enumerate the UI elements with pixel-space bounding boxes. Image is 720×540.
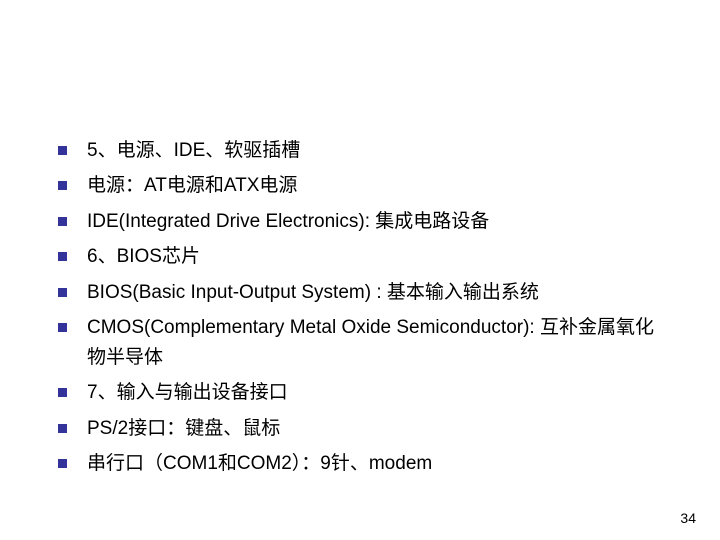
list-item: CMOS(Complementary Metal Oxide Semicondu…	[58, 313, 668, 372]
square-bullet-icon	[58, 288, 67, 297]
slide-content: 5、电源、IDE、软驱插槽 电源：AT电源和ATX电源 IDE(Integrat…	[58, 136, 668, 484]
list-item: 7、输入与输出设备接口	[58, 378, 668, 407]
list-item: 6、BIOS芯片	[58, 242, 668, 271]
square-bullet-icon	[58, 424, 67, 433]
list-item: IDE(Integrated Drive Electronics): 集成电路设…	[58, 207, 668, 236]
bullet-text: PS/2接口：键盘、鼠标	[87, 414, 668, 443]
bullet-list: 5、电源、IDE、软驱插槽 电源：AT电源和ATX电源 IDE(Integrat…	[58, 136, 668, 478]
bullet-text: IDE(Integrated Drive Electronics): 集成电路设…	[87, 207, 668, 236]
square-bullet-icon	[58, 323, 67, 332]
bullet-text: BIOS(Basic Input-Output System) : 基本输入输出…	[87, 278, 668, 307]
square-bullet-icon	[58, 146, 67, 155]
bullet-text: 5、电源、IDE、软驱插槽	[87, 136, 668, 165]
square-bullet-icon	[58, 388, 67, 397]
page-number: 34	[680, 510, 696, 526]
list-item: PS/2接口：键盘、鼠标	[58, 414, 668, 443]
bullet-text: 6、BIOS芯片	[87, 242, 668, 271]
square-bullet-icon	[58, 217, 67, 226]
bullet-text: CMOS(Complementary Metal Oxide Semicondu…	[87, 313, 668, 372]
list-item: 5、电源、IDE、软驱插槽	[58, 136, 668, 165]
square-bullet-icon	[58, 181, 67, 190]
list-item: BIOS(Basic Input-Output System) : 基本输入输出…	[58, 278, 668, 307]
list-item: 电源：AT电源和ATX电源	[58, 171, 668, 200]
bullet-text: 串行口（COM1和COM2）：9针、modem	[87, 449, 668, 478]
square-bullet-icon	[58, 252, 67, 261]
square-bullet-icon	[58, 459, 67, 468]
slide: 5、电源、IDE、软驱插槽 电源：AT电源和ATX电源 IDE(Integrat…	[0, 0, 720, 540]
list-item: 串行口（COM1和COM2）：9针、modem	[58, 449, 668, 478]
bullet-text: 电源：AT电源和ATX电源	[87, 171, 668, 200]
bullet-text: 7、输入与输出设备接口	[87, 378, 668, 407]
